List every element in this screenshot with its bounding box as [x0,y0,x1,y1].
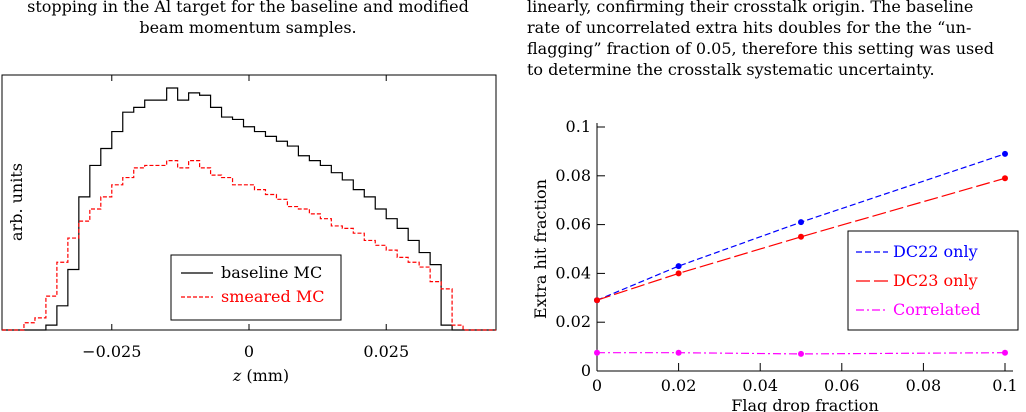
y-tick-label: 0.04 [555,263,591,282]
data-point [675,263,682,270]
crosstalk-chart: 0 0.02 0.04 0.06 0.08 0.1 0 0.02 0.04 0.06 0.08 0.1… [531,117,1019,412]
x-tick-label: 0.04 [742,376,778,395]
y-tick-label: 0.08 [555,166,591,185]
legend-label: DC23 only [893,271,978,290]
x-tick-label: −0.025 [82,342,141,361]
y-tick-label: 0.02 [555,312,591,331]
legend-label: Correlated [893,300,980,319]
right-body-text: linearly, confirming their crosstalk ori… [527,0,1017,80]
crosstalk-series [594,150,1008,357]
x-axis-variable: z [232,366,247,385]
histogram-series-line [2,87,496,331]
data-point [594,349,600,356]
crosstalk-axes: 0 0.02 0.04 0.06 0.08 0.1 0 0.02 0.04 0.06 0.08 0.1 [555,117,1017,395]
data-point [675,270,682,277]
y-tick-label: 0.06 [555,215,591,234]
series-line [596,177,1006,301]
x-tick-label: 0.025 [363,342,409,361]
x-axis-unit: (mm) [246,366,289,385]
histogram-y-axis-label: arb. units [7,163,26,241]
legend-label: baseline MC [221,263,322,282]
crosstalk-y-axis-label: Extra hit fraction [531,179,550,319]
data-point [675,349,682,356]
series-line [596,153,1006,301]
data-point [1002,175,1008,182]
histogram-x-ticks: −0.025 0 0.025 [82,75,409,361]
histogram-series-line [2,160,496,331]
series-line [597,352,1006,355]
text-line: linearly, confirming their crosstalk ori… [527,0,974,16]
x-tick-label: 0 [244,342,254,361]
x-tick-label: 0.02 [661,376,697,395]
data-point [594,297,600,304]
caption-line: stopping in the Al target for the baseli… [27,0,469,16]
x-tick-label: 0.08 [906,376,942,395]
data-point [798,219,804,226]
data-point [1002,349,1008,356]
histogram-chart: −0.025 0 0.025 arb. units z (mm) baseline … [1,74,497,385]
x-tick-label: 0 [592,376,602,395]
left-figure-caption: stopping in the Al target for the baseli… [0,0,496,38]
histogram-series [2,87,496,331]
y-tick-label: 0.1 [566,117,591,136]
data-point [1002,150,1008,157]
histogram-x-axis-label: z (mm) [232,366,289,385]
caption-line: beam momentum samples. [139,18,357,37]
legend-box [170,254,342,321]
histogram-legend: baseline MC smeared MC [170,254,342,321]
data-point [798,350,804,357]
legend-label: DC22 only [893,242,978,261]
legend-label: smeared MC [221,287,324,306]
crosstalk-legend: DC22 only DC23 only Correlated [847,230,1019,331]
x-tick-label: 0.06 [824,376,860,395]
y-tick-label: 0 [581,361,591,380]
text-line: to determine the crosstalk systematic un… [527,60,935,79]
text-line: flagging” fraction of 0.05, therefore th… [527,39,994,58]
crosstalk-x-axis-label: Flag drop fraction [731,396,879,412]
text-line: rate of uncorrelated extra hits doubles … [527,18,972,37]
data-point [798,233,804,240]
x-tick-label: 0.1 [992,376,1017,395]
